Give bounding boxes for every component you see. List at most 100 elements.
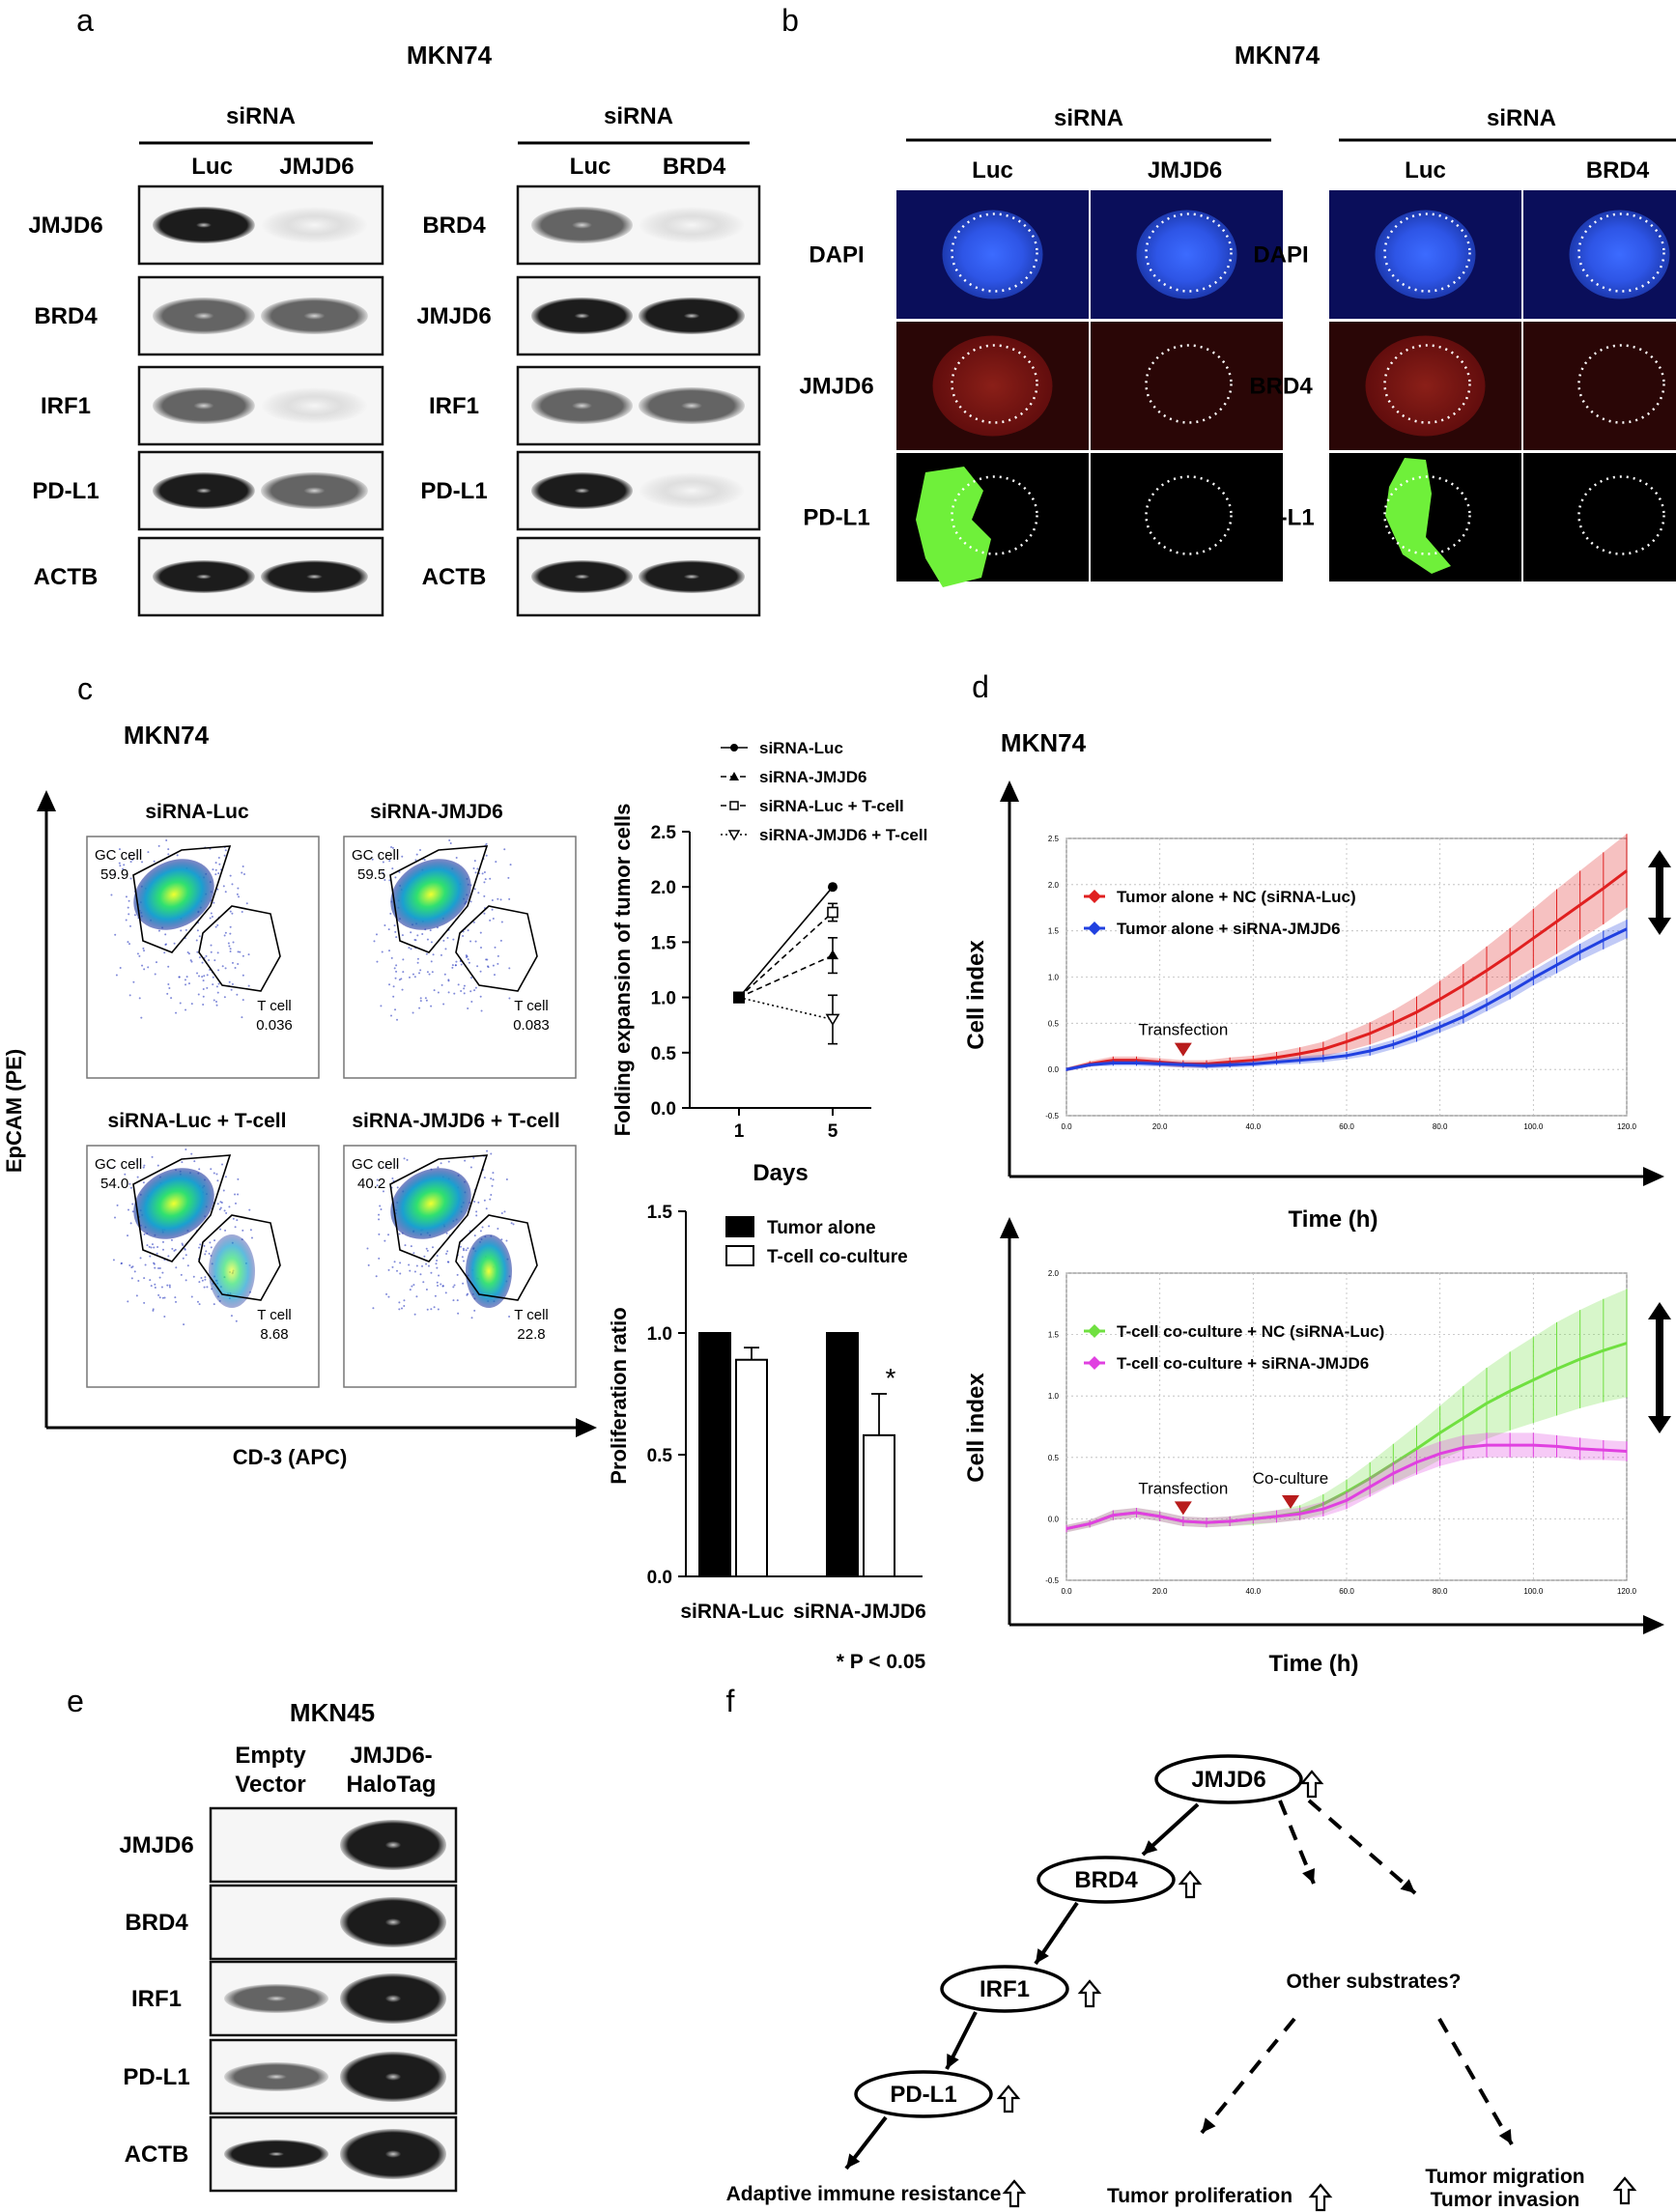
- flow-event: [467, 1247, 469, 1250]
- flow-event: [469, 977, 472, 979]
- flow-event: [485, 842, 488, 845]
- flow-event: [241, 999, 244, 1002]
- flow-event: [451, 964, 454, 967]
- flow-event: [212, 983, 214, 986]
- flow-event: [161, 1271, 164, 1274]
- flow-event: [437, 991, 440, 994]
- flow-event: [430, 1271, 433, 1274]
- flow-event: [406, 1158, 409, 1161]
- flow-event: [433, 989, 436, 992]
- flow-event: [224, 1229, 227, 1232]
- flow-plot-title: siRNA-Luc: [145, 801, 249, 823]
- if-row-label-jmjd6: JMJD6: [799, 374, 873, 400]
- flow-event: [179, 1002, 182, 1005]
- flow-event: [234, 1202, 237, 1205]
- flow-event: [215, 985, 218, 988]
- flow-event: [512, 1223, 515, 1226]
- blot-brd4: [209, 1884, 458, 1961]
- flow-event: [202, 1003, 205, 1006]
- flow-event: [158, 1266, 161, 1269]
- flow-event: [447, 1160, 450, 1163]
- flow-event: [472, 921, 475, 923]
- blot-label-irf1: IRF1: [41, 393, 91, 419]
- flow-event: [196, 950, 199, 953]
- legend-marker: [729, 801, 739, 810]
- y-tick-label: 2.0: [1048, 1269, 1060, 1278]
- flow-event: [140, 1016, 143, 1019]
- flow-event: [217, 982, 220, 985]
- flow-event: [500, 921, 503, 923]
- flow-event: [224, 849, 227, 852]
- flow-event: [143, 1164, 146, 1167]
- flow-event: [213, 1172, 215, 1175]
- arrow-jmjd6-brd4-head: [1143, 1840, 1158, 1855]
- up-arrow-icon: [1002, 2179, 1027, 2208]
- panel-b-letter: b: [781, 3, 799, 38]
- flow-event: [205, 1250, 208, 1253]
- flow-event: [408, 1263, 411, 1266]
- flow-event: [432, 953, 435, 956]
- flow-event: [198, 956, 201, 959]
- flow-event: [210, 1168, 213, 1171]
- flow-event: [235, 1319, 238, 1322]
- col-label-2: JMJD6: [1148, 157, 1222, 184]
- col-label-1: Luc: [1405, 157, 1446, 184]
- gc-cell-density: [133, 1168, 214, 1239]
- flow-event: [484, 878, 487, 881]
- flow-event: [446, 937, 449, 940]
- flow-event: [409, 1269, 412, 1272]
- flow-event: [394, 876, 397, 879]
- flow-event: [492, 964, 495, 967]
- flow-event: [158, 1276, 161, 1279]
- flow-event: [465, 955, 468, 958]
- flow-event: [175, 1266, 178, 1269]
- flow-event: [112, 1259, 115, 1262]
- flow-event: [447, 979, 450, 982]
- flow-event: [157, 1293, 160, 1296]
- flow-event: [411, 1285, 413, 1288]
- flow-event: [157, 844, 160, 847]
- flow-event: [167, 1255, 170, 1258]
- flow-plot-title: siRNA-Luc + T-cell: [108, 1110, 287, 1132]
- flow-event: [204, 1253, 207, 1256]
- flow-event: [128, 1264, 131, 1267]
- flow-event: [157, 929, 160, 932]
- panel-c-letter: c: [77, 671, 93, 706]
- flow-event: [203, 1286, 206, 1289]
- flow-event: [455, 857, 458, 860]
- arrow-irf1-pdl1-head: [947, 2054, 959, 2069]
- flow-event: [472, 867, 475, 870]
- band-lane2: [639, 560, 745, 593]
- flow-event: [440, 953, 442, 956]
- series-line-1: [1065, 927, 1628, 1071]
- pd-l1-green-signal: [1385, 458, 1451, 574]
- blot-label-actb: ACTB: [34, 564, 99, 590]
- flow-event: [379, 1205, 382, 1207]
- flow-event: [446, 1261, 449, 1263]
- flow-event: [435, 1262, 438, 1265]
- gc-cell-value: 59.5: [357, 866, 385, 883]
- flow-event: [373, 940, 376, 943]
- col-label-2: BRD4: [1586, 157, 1650, 184]
- flow-event: [229, 948, 232, 950]
- flow-event: [127, 941, 129, 944]
- flow-event: [410, 931, 412, 934]
- flow-event: [204, 1276, 207, 1279]
- band-lane2: [340, 2052, 446, 2102]
- flow-event: [161, 1240, 164, 1243]
- t-cell-density: [466, 1234, 512, 1308]
- flow-event: [241, 911, 243, 914]
- gc-cell-value: 54.0: [100, 1176, 128, 1192]
- flow-event: [415, 853, 418, 856]
- flow-event: [232, 941, 235, 944]
- flow-event: [497, 954, 499, 957]
- legend-marker: [730, 744, 738, 752]
- y-arrowhead: [37, 790, 56, 811]
- blot-label-jmjd6: JMJD6: [119, 1832, 193, 1858]
- flow-event: [393, 1261, 396, 1263]
- panel-a-letter: a: [76, 3, 94, 38]
- flow-event: [468, 961, 470, 964]
- y-tick-label: 1.0: [651, 989, 676, 1009]
- up-arrow-icon: [1178, 1870, 1203, 1899]
- flow-event: [223, 934, 226, 937]
